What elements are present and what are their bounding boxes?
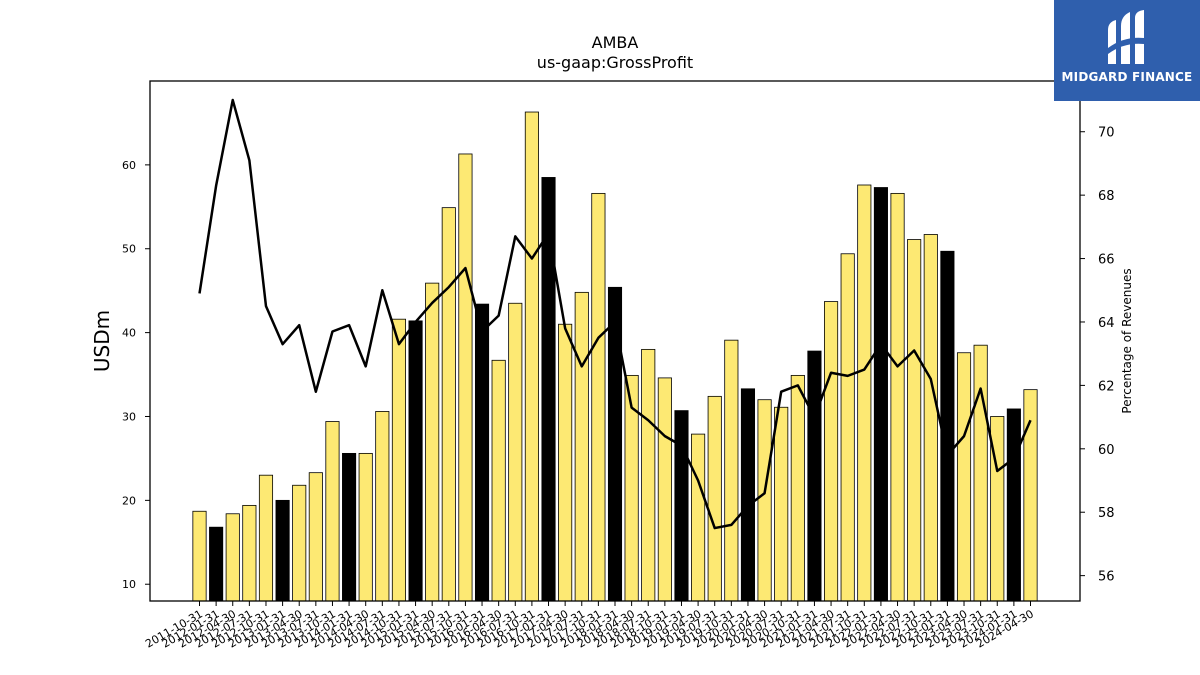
bar xyxy=(1006,408,1021,602)
bar xyxy=(857,184,872,602)
logo-text: MIDGARD FINANCE xyxy=(1061,70,1193,84)
bar xyxy=(408,320,423,602)
bar xyxy=(391,318,406,602)
bar xyxy=(209,526,224,602)
line-series xyxy=(198,98,1032,530)
bar xyxy=(192,510,207,602)
bar xyxy=(308,472,323,602)
bar xyxy=(425,282,440,602)
y-tick-label: 50 xyxy=(122,243,136,256)
bar xyxy=(607,286,623,602)
bar xyxy=(674,410,689,602)
x-axis-ticks: 2011-10-312012-01-312012-04-302012-07-31… xyxy=(143,601,1036,651)
bar xyxy=(707,395,722,602)
bar xyxy=(657,377,672,602)
y2-tick-label: 70 xyxy=(1098,126,1115,141)
bar xyxy=(840,253,855,602)
bar xyxy=(458,153,473,602)
bar xyxy=(225,513,240,602)
bar xyxy=(973,344,988,602)
bar-series xyxy=(192,111,1038,602)
bar xyxy=(824,301,839,602)
bar xyxy=(774,406,789,602)
bar xyxy=(474,303,490,602)
y2-tick-label: 62 xyxy=(1098,379,1115,394)
bar xyxy=(342,452,357,602)
bar xyxy=(624,374,639,602)
y2-tick-label: 58 xyxy=(1098,506,1115,521)
line-path xyxy=(198,98,1032,530)
bar xyxy=(292,484,307,602)
y2-axis-label: Percentage of Revenues xyxy=(1120,268,1134,413)
y-tick-label: 40 xyxy=(122,327,136,340)
bar xyxy=(574,291,589,602)
y-axis-label: USDm xyxy=(90,310,114,372)
bar xyxy=(375,411,390,602)
logo-mark-icon xyxy=(1108,10,1144,64)
y2-tick-label: 64 xyxy=(1098,316,1115,331)
bar xyxy=(491,359,506,602)
bar xyxy=(441,207,456,602)
bar xyxy=(923,234,938,602)
bar xyxy=(591,192,606,602)
bar xyxy=(807,350,822,602)
bar xyxy=(325,421,340,602)
y-tick-label: 20 xyxy=(122,494,136,507)
left-axis-ticks: 10 20 30 40 50 60 xyxy=(122,159,150,591)
bar xyxy=(740,388,756,602)
bar xyxy=(242,504,257,602)
bar xyxy=(890,192,905,602)
y2-tick-label: 60 xyxy=(1098,443,1115,458)
bar xyxy=(275,499,290,602)
y2-tick-label: 68 xyxy=(1098,189,1115,204)
bar xyxy=(258,474,274,602)
y-tick-label: 10 xyxy=(122,578,136,591)
bar xyxy=(508,302,523,602)
bar xyxy=(724,339,739,602)
bar xyxy=(907,239,922,602)
bar xyxy=(940,250,955,602)
brand-logo: MIDGARD FINANCE xyxy=(1054,0,1200,101)
right-axis-ticks: 56 58 60 62 64 66 68 70 xyxy=(1080,126,1115,585)
y-tick-label: 30 xyxy=(122,410,136,423)
bar xyxy=(956,352,972,602)
bar xyxy=(873,187,888,602)
chart-subtitle: us-gaap:GrossProfit xyxy=(537,53,693,72)
bar xyxy=(757,399,772,602)
bar xyxy=(691,433,706,602)
bar xyxy=(358,452,373,602)
y2-tick-label: 56 xyxy=(1098,570,1115,585)
bar xyxy=(790,374,805,602)
bar xyxy=(641,348,656,602)
bar xyxy=(524,111,539,602)
y2-tick-label: 66 xyxy=(1098,253,1115,268)
chart-title: AMBA xyxy=(592,33,639,52)
bar xyxy=(558,323,573,602)
y-tick-label: 60 xyxy=(122,159,136,172)
